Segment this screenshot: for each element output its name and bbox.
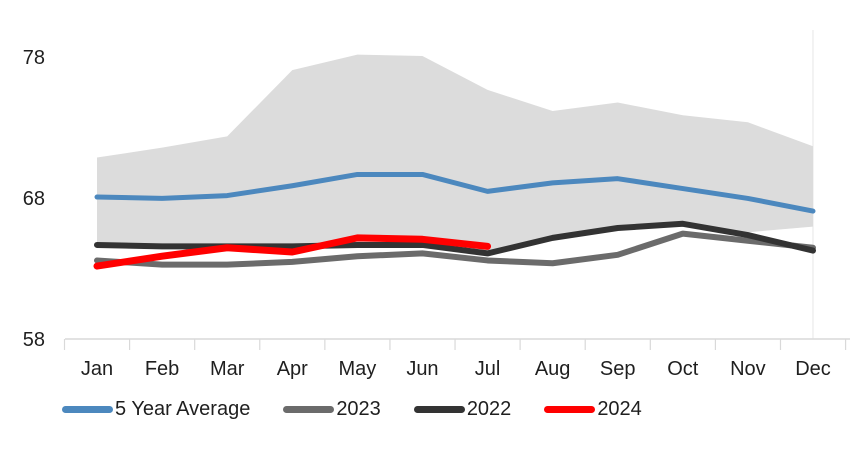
x-tick-label-jul: Jul [475,358,501,380]
x-tick-label-nov: Nov [730,358,766,380]
legend-swatch-5-year-average-icon [62,405,113,413]
x-tick-label-oct: Oct [667,358,699,380]
five-year-range-band [97,54,813,252]
y-tick-label-68: 68 [23,188,45,210]
x-tick-label-apr: Apr [277,358,308,380]
legend-item-2023[interactable]: 2023 [283,398,381,420]
x-tick-label-jan: Jan [81,358,113,380]
legend-item-2024[interactable]: 2024 [544,398,642,420]
x-tick-label-dec: Dec [795,358,831,380]
x-tick-label-feb: Feb [145,358,179,380]
x-tick-label-may: May [338,358,376,380]
series-line-2023 [94,230,816,268]
legend-label-2024: 2024 [597,398,642,420]
legend-swatch-2022-icon [413,405,465,413]
x-tick-label-aug: Aug [535,358,571,380]
y-tick-label-58: 58 [23,329,45,351]
legend-item-2022[interactable]: 2022 [413,398,512,420]
series-line-2024 [93,234,492,270]
legend-label-5-year-average: 5 Year Average [115,398,251,420]
series-line-5-year-average [94,171,816,214]
y-tick-label-78: 78 [23,47,45,69]
legend-swatch-2023-icon [283,405,335,413]
x-tick-label-mar: Mar [210,358,245,380]
legend-swatch-2024-icon [544,405,596,413]
monthly-line-chart: 58 68 78 Jan Feb Mar Apr May Jun Jul Aug Sep Oct Nov D… [23,30,850,380]
x-tick-label-sep: Sep [600,358,636,380]
x-tick-label-jun: Jun [406,358,438,380]
legend-item-5-year-average[interactable]: 5 Year Average [62,398,250,420]
chart-legend: 5 Year Average 2023 2022 2024 [62,398,642,420]
legend-label-2023: 2023 [336,398,381,420]
legend-label-2022: 2022 [466,398,512,420]
